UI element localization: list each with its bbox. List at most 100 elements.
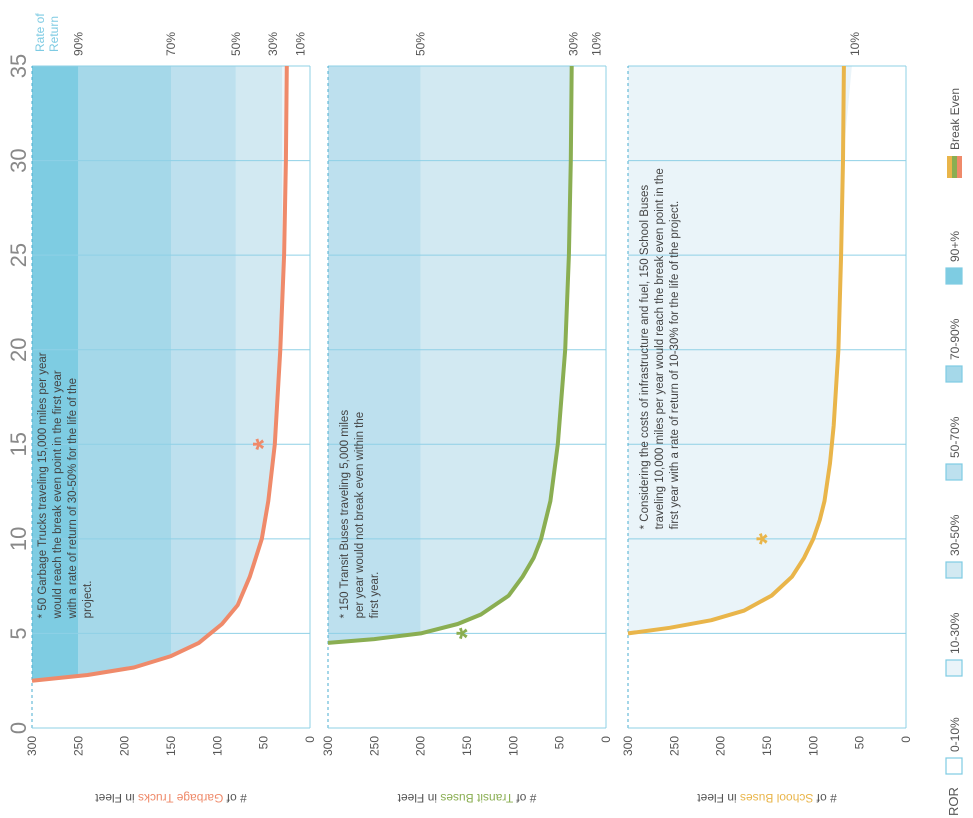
y-tick-label: 0 [899, 736, 913, 743]
y-axis-title: # of Transit Buses in Fleet [397, 791, 536, 805]
y-axis-title-prefix: # of [223, 791, 246, 805]
band-30-50pct [235, 66, 283, 608]
marker-asterisk: * [751, 533, 784, 545]
y-axis-title: # of Garbage Trucks in Fleet [95, 791, 247, 805]
y-tick-label: 100 [806, 736, 820, 756]
ror-label: 10% [294, 32, 308, 56]
y-tick-label: 200 [118, 736, 132, 756]
annotation-line: project. [82, 581, 94, 619]
y-tick-label: 200 [714, 736, 728, 756]
y-tick-label: 300 [621, 736, 635, 756]
legend-swatch [945, 267, 963, 285]
ror-label: 50% [414, 32, 428, 56]
annotation-text: * 50 Garbage Trucks traveling 15,000 mil… [37, 352, 94, 619]
y-axis-title-vehicle: School Buses [740, 791, 813, 805]
y-axis-title: # of School Buses in Fleet [697, 791, 837, 805]
y-axis-title-suffix: in Fleet [397, 791, 440, 805]
y-axis-title-prefix: # of [813, 791, 836, 805]
break-even-swatch [947, 156, 952, 178]
legend-label: 30-50% [948, 514, 962, 556]
annotation-line: * Considering the costs of infrastructur… [639, 185, 651, 530]
y-tick-label: 300 [25, 736, 39, 756]
break-even-swatch [952, 156, 957, 178]
break-even-curve [627, 65, 846, 636]
annotation-text: * Considering the costs of infrastructur… [639, 168, 681, 529]
band-50-70pct [171, 66, 236, 657]
y-tick-label: 150 [460, 736, 474, 756]
panel-transit: 300 250 200 150 100 50 0 # of Transit Buses in … [321, 32, 613, 805]
annotation-line: would reach the break even point in the … [52, 370, 64, 619]
marker-asterisk: * [248, 438, 281, 450]
x-tick-label: 15 [6, 432, 31, 456]
y-tick-label: 250 [71, 736, 85, 756]
break-even-label: Break Even [948, 88, 962, 150]
legend-swatch [945, 463, 963, 481]
annotation-line: traveling 10,000 miles per year would re… [654, 168, 666, 529]
y-tick-label: 50 [553, 736, 567, 750]
ror-label: 30% [266, 32, 280, 56]
x-tick-label: 30 [6, 148, 31, 172]
x-tick-label: 10 [6, 527, 31, 551]
legend-swatch [945, 365, 963, 383]
x-tick-label: 35 [6, 54, 31, 78]
rate-of-return-title-line2: Return [47, 16, 61, 52]
y-axis-title-suffix: in Fleet [95, 791, 138, 805]
ror-legend: ROR 0-10% 10-30% 30-50% 50-70% 70-90% 90+% Brea… [945, 88, 963, 816]
y-tick-label: 150 [164, 736, 178, 756]
rate-of-return-title-line1: Rate of [33, 13, 47, 52]
annotation-text: * 150 Transit Buses traveling 5,000 mile… [339, 410, 381, 619]
y-tick-label: 0 [599, 736, 613, 743]
band-70-90pct [78, 66, 171, 676]
y-tick-label: 250 [367, 736, 381, 756]
marker-asterisk: * [451, 627, 484, 639]
break-even-curve [327, 65, 574, 645]
y-axis-title-suffix: in Fleet [697, 791, 740, 805]
band-50-70pct [328, 66, 421, 643]
panel-garbage: 300 250 200 150 100 50 0 # of Garbage Trucks in… [25, 32, 317, 805]
legend-swatch [945, 757, 963, 775]
y-tick-label: 200 [414, 736, 428, 756]
ror-label: 50% [229, 32, 243, 56]
annotation-line: with a rate of return of 30-50% for the … [67, 378, 79, 619]
annotation-line: * 150 Transit Buses traveling 5,000 mile… [339, 410, 351, 619]
y-tick-label: 100 [506, 736, 520, 756]
y-tick-label: 50 [257, 736, 271, 750]
annotation-line: * 50 Garbage Trucks traveling 15,000 mil… [37, 352, 49, 618]
y-tick-label: 100 [210, 736, 224, 756]
legend-label: 10-30% [948, 612, 962, 654]
x-tick-label: 5 [6, 627, 31, 639]
y-tick-label: 0 [303, 736, 317, 743]
legend-swatch [945, 659, 963, 677]
y-tick-label: 150 [760, 736, 774, 756]
band-10-30pct [282, 66, 301, 303]
legend-ror-label: ROR [946, 787, 961, 816]
y-axis-title-prefix: # of [513, 791, 536, 805]
y-axis-title-vehicle: Garbage Trucks [138, 791, 223, 805]
panel-school: 300 250 200 150 100 50 0 # of School Buses in F… [621, 32, 913, 805]
x-tick-label: 20 [6, 337, 31, 361]
legend-label: 70-90% [948, 318, 962, 360]
legend-label: 90+% [948, 231, 962, 262]
ror-label: 30% [567, 32, 581, 56]
break-even-curve [31, 65, 289, 683]
y-tick-label: 250 [667, 736, 681, 756]
break-even-swatch [957, 156, 962, 178]
y-tick-label: 300 [321, 736, 335, 756]
x-tick-label: 25 [6, 243, 31, 267]
band-90pluspct [32, 66, 79, 681]
ror-label: 70% [164, 32, 178, 56]
x-tick-label: 0 [6, 722, 31, 734]
ror-label: 90% [71, 32, 85, 56]
y-tick-label: 50 [853, 736, 867, 750]
ror-label: 10% [848, 32, 862, 56]
legend-swatch [945, 561, 963, 579]
ror-label: 10% [590, 32, 604, 56]
y-axis-title-vehicle: Transit Buses [440, 791, 513, 805]
annotation-line: first year. [369, 572, 381, 619]
annotation-line: per year would not break even within the [354, 412, 366, 618]
legend-label: 50-70% [948, 416, 962, 458]
annotation-line: first year with a rate of return of 10-3… [669, 201, 681, 530]
